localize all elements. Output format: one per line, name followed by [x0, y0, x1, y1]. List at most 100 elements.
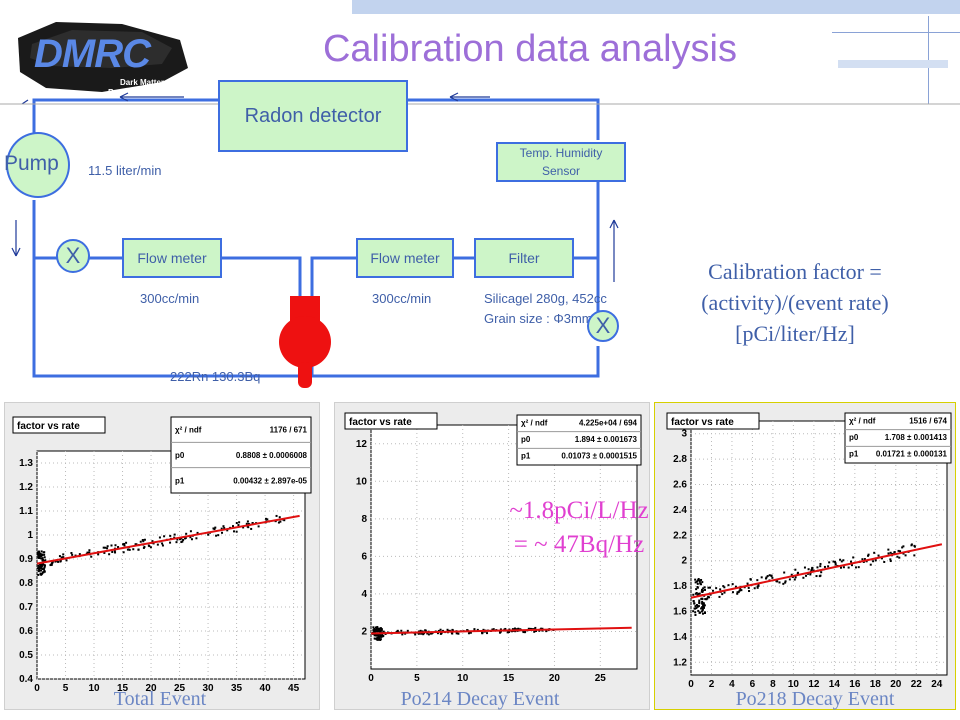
y-tick-label: 4: [361, 589, 367, 600]
x-tick-label: 0: [368, 673, 374, 684]
data-point: [179, 538, 182, 541]
calibration-line-2: (activity)/(event rate): [701, 290, 889, 315]
data-point: [207, 533, 210, 536]
data-point: [185, 532, 188, 535]
data-point: [815, 575, 818, 578]
pump-label: Pump: [4, 152, 59, 175]
stats-box: [170, 416, 312, 494]
data-point: [790, 573, 793, 576]
data-point: [51, 561, 54, 564]
data-point: [374, 628, 377, 631]
data-point: [802, 576, 805, 579]
data-point: [533, 630, 536, 633]
data-point: [71, 553, 74, 556]
data-point: [152, 542, 155, 545]
logo-subtitle-2: Research Center: [108, 88, 172, 97]
data-point: [807, 568, 810, 571]
x-tick-label: 30: [203, 683, 215, 694]
data-point: [899, 550, 902, 553]
data-point: [718, 595, 721, 598]
filter-label: Filter: [508, 250, 540, 266]
dmrc-logo: DMRC Dark Matter Research Center: [12, 18, 192, 100]
stats-key: p1: [849, 450, 859, 459]
x-tick-label: 6: [750, 679, 756, 690]
sensor-label-line2: Sensor: [541, 164, 581, 178]
flow-meter-2-label: Flow meter: [370, 250, 440, 266]
chart-po214-event: 0 5 10 15 20 25 2 4 6 8 10 12 factor vs rate χ² / ndf…: [344, 412, 642, 684]
data-point: [794, 568, 797, 571]
data-point: [378, 636, 381, 639]
data-point: [74, 554, 77, 557]
data-point: [701, 600, 704, 603]
data-point: [842, 559, 845, 562]
stats-value: 0.8808 ± 0.0006008: [236, 451, 308, 460]
data-point: [440, 632, 443, 635]
data-point: [217, 534, 220, 537]
data-point: [176, 538, 179, 541]
data-point: [809, 573, 812, 576]
flow-meter-1-box: Flow meter: [122, 238, 222, 278]
data-point: [694, 607, 697, 610]
chart-panel-total: 0 5 10 15 20 25 30 35 40 45 0.4 0.5 0.6 0.7 0.8 0.9 1 1.1…: [4, 402, 320, 710]
data-point: [173, 536, 176, 539]
data-point: [378, 635, 381, 638]
data-point: [37, 564, 40, 567]
data-point: [700, 583, 703, 586]
data-point: [161, 544, 164, 547]
data-point: [736, 592, 739, 595]
y-tick-label: 1.8: [673, 581, 687, 592]
data-point: [703, 604, 706, 607]
data-point: [134, 543, 137, 546]
data-point: [696, 605, 699, 608]
caption-total-event: Total Event: [113, 688, 207, 710]
data-point: [723, 591, 726, 594]
x-tick-label: 24: [931, 679, 943, 690]
fit-line: [690, 543, 943, 599]
data-point: [782, 582, 785, 585]
data-point: [283, 519, 286, 522]
data-point: [701, 612, 704, 615]
data-point: [400, 629, 403, 632]
data-point: [696, 594, 699, 597]
data-point: [128, 548, 131, 551]
data-point: [482, 628, 485, 631]
data-point: [379, 630, 382, 633]
data-point: [143, 538, 146, 541]
x-tick-label: 45: [288, 683, 300, 694]
data-point: [114, 544, 117, 547]
data-point: [213, 528, 216, 531]
data-point: [820, 571, 823, 574]
data-point: [511, 628, 514, 631]
x-tick-label: 4: [729, 679, 735, 690]
data-point: [867, 554, 870, 557]
data-point: [466, 629, 469, 632]
data-point: [913, 544, 916, 547]
data-point: [778, 581, 781, 584]
chart-total-event: 0 5 10 15 20 25 30 35 40 45 0.4 0.5 0.6 0.7 0.8 0.9 1 1.1…: [12, 416, 312, 694]
data-point: [377, 635, 380, 638]
data-point: [700, 607, 703, 610]
data-point: [245, 522, 248, 525]
data-point: [41, 559, 44, 562]
data-point: [819, 565, 822, 568]
data-point: [40, 555, 43, 558]
data-point: [749, 578, 752, 581]
data-point: [78, 553, 81, 556]
x-tick-label: 12: [808, 679, 820, 690]
data-point: [694, 611, 697, 614]
data-point: [39, 566, 42, 569]
x-tick-label: 15: [117, 683, 129, 694]
data-point: [535, 629, 538, 632]
data-point: [182, 538, 185, 541]
data-point: [184, 537, 187, 540]
y-tick-label: 10: [356, 476, 368, 487]
data-point: [796, 571, 799, 574]
data-point: [486, 632, 489, 635]
data-point: [231, 525, 234, 528]
data-point: [181, 540, 184, 543]
y-tick-label: 1.3: [19, 458, 33, 469]
y-tick-label: 2: [361, 626, 367, 637]
data-point: [103, 551, 106, 554]
data-point: [719, 588, 722, 591]
data-point: [125, 541, 128, 544]
